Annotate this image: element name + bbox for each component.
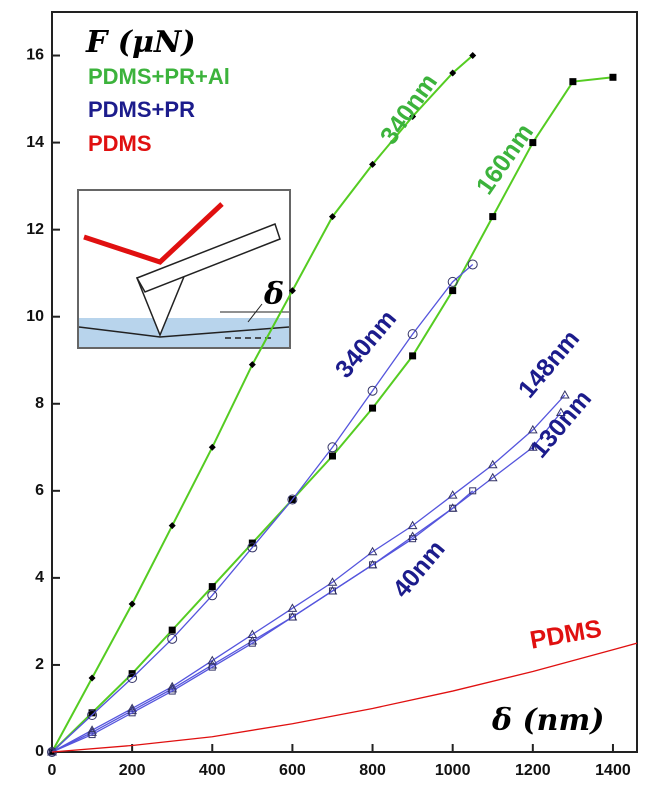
- y-tick-label: 0: [35, 743, 44, 760]
- series-line: [52, 56, 473, 752]
- marker: [209, 584, 215, 590]
- series-line: [52, 491, 473, 752]
- y-tick-label: 2: [35, 656, 44, 673]
- x-tick-label: 1400: [595, 762, 631, 779]
- x-tick-label: 200: [119, 762, 146, 779]
- marker: [169, 627, 175, 633]
- x-tick-label: 400: [199, 762, 226, 779]
- x-tick-label: 1000: [435, 762, 471, 779]
- x-axis-label: δ (nm): [491, 703, 604, 738]
- x-tick-label: 800: [359, 762, 386, 779]
- curve-label: 340nm: [330, 305, 402, 384]
- chart: δ F (μN) δ (nm) 0 2 4 6 8 10 12 14 16 0 200 400 600 8…: [0, 0, 645, 782]
- series-line: [52, 395, 565, 752]
- marker: [169, 522, 176, 529]
- legend-entry: PDMS+PR: [88, 97, 195, 122]
- series-line: [52, 77, 613, 752]
- y-tick-label: 4: [35, 569, 44, 586]
- x-tick-label: 1200: [515, 762, 551, 779]
- marker: [209, 444, 216, 451]
- marker: [370, 405, 376, 411]
- marker: [410, 353, 416, 359]
- y-tick-label: 12: [26, 221, 44, 238]
- y-tick-label: 6: [35, 482, 44, 499]
- y-tick-label: 14: [26, 134, 44, 151]
- y-tick-label: 8: [35, 395, 44, 412]
- marker: [610, 74, 616, 80]
- marker: [329, 453, 335, 459]
- x-tick-label: 0: [48, 762, 57, 779]
- x-tick-label: 600: [279, 762, 306, 779]
- curve-label: 340nm: [375, 69, 443, 150]
- legend-entry: PDMS+PR+Al: [88, 64, 230, 89]
- y-tick-label: 16: [26, 47, 44, 64]
- series-line: [52, 412, 561, 752]
- inset: δ: [78, 190, 290, 348]
- curve-label: 160nm: [471, 119, 539, 200]
- y-axis-label: F (μN): [85, 25, 196, 60]
- legend-entry: PDMS: [88, 131, 152, 156]
- curve-label: 40nm: [387, 535, 450, 603]
- inset-label: δ: [263, 277, 284, 312]
- y-tick-label: 10: [26, 308, 44, 325]
- marker: [450, 288, 456, 294]
- curve-label: PDMS: [528, 615, 604, 655]
- marker: [570, 79, 576, 85]
- marker: [490, 214, 496, 220]
